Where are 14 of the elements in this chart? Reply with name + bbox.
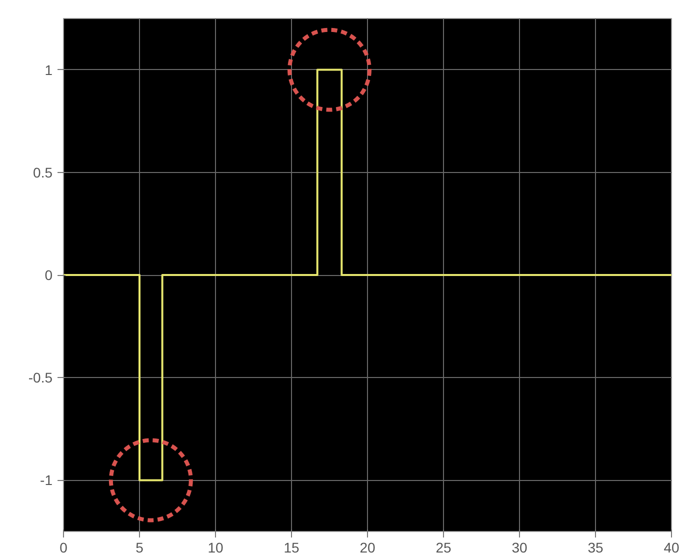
x-tick-label: 10	[208, 540, 224, 555]
y-tick-label: 0	[44, 267, 53, 283]
x-tick-label: 20	[360, 540, 376, 555]
y-tick-label: -1	[40, 472, 53, 488]
y-tick-label: -0.5	[28, 370, 53, 386]
x-tick-label: 40	[664, 540, 680, 555]
x-tick-label: 30	[512, 540, 528, 555]
x-tick-label: 15	[284, 540, 300, 555]
x-tick-label: 35	[588, 540, 604, 555]
y-tick-label: 0.5	[33, 164, 53, 180]
y-tick-label: 1	[44, 62, 53, 78]
x-tick-label: 25	[436, 540, 452, 555]
x-tick-label: 0	[60, 540, 68, 555]
x-tick-label: 5	[136, 540, 144, 555]
